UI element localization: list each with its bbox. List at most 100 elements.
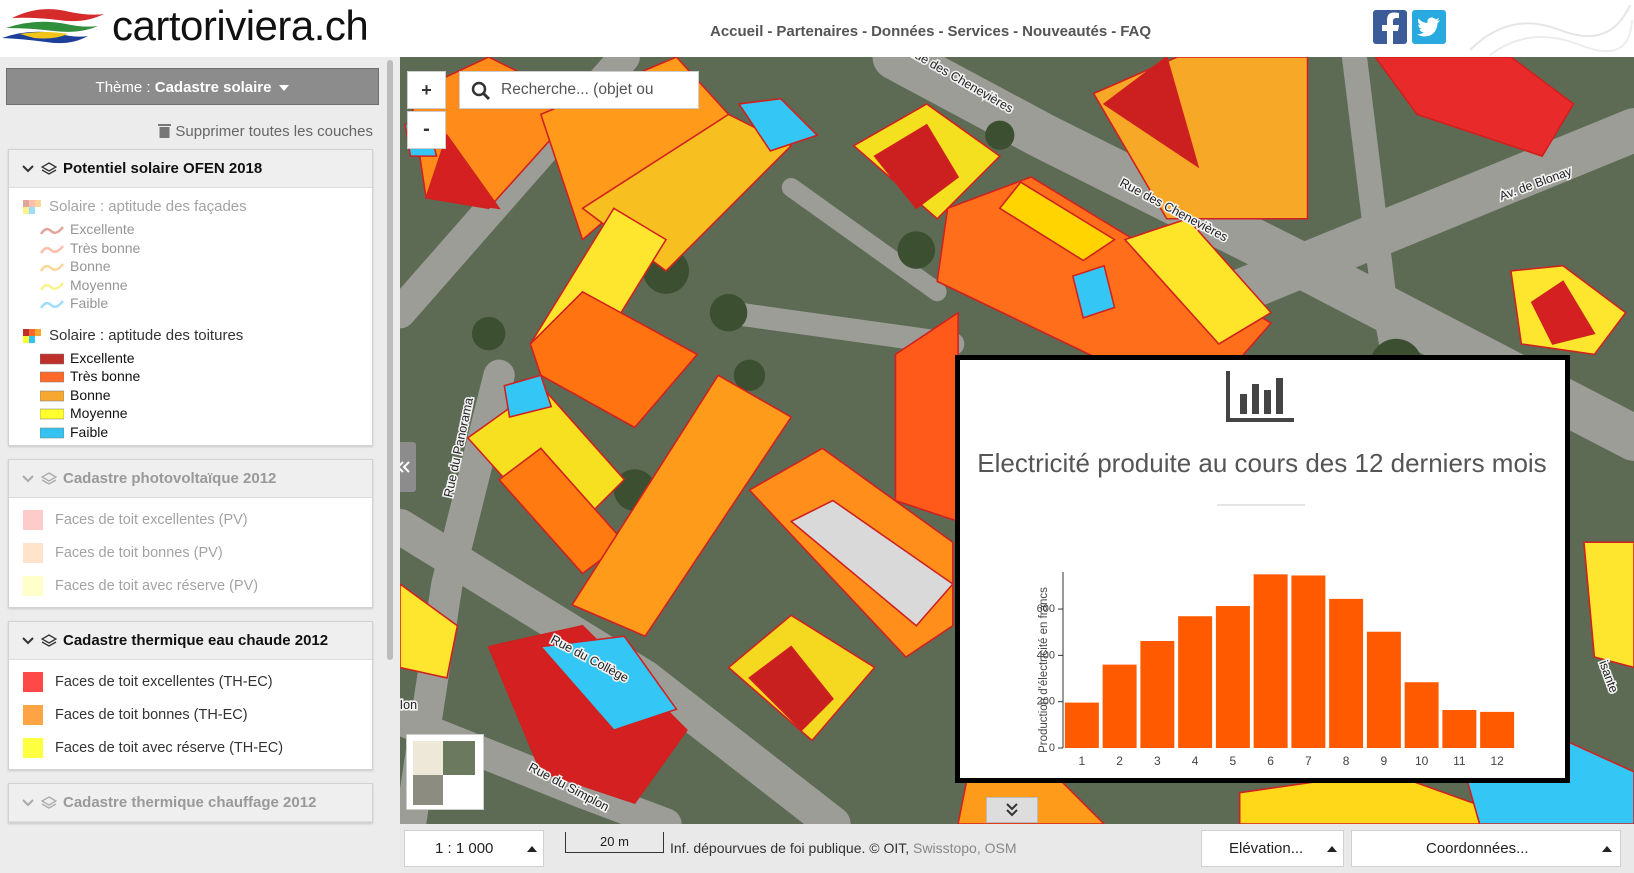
legend-swatch <box>39 390 65 402</box>
layer[interactable]: Faces de toit excellentes (TH-EC) Faces d… <box>9 660 372 769</box>
expand-panel[interactable] <box>986 797 1038 823</box>
group-header[interactable]: Cadastre photovoltaïque 2012 <box>9 460 372 498</box>
layer[interactable]: Solaire : aptitude des toitures Excellent… <box>9 317 372 446</box>
group-header[interactable]: Cadastre thermique eau chaude 2012 <box>9 622 372 660</box>
legend-label: Faces de toit bonnes (PV) <box>55 545 223 561</box>
building-roof <box>1583 541 1634 669</box>
x-tick-label: 10 <box>1415 754 1429 768</box>
building-roof <box>748 645 834 732</box>
scale-select[interactable]: 1 : 1 000 <box>404 830 544 867</box>
legend-line <box>39 263 64 272</box>
layer-name: Solaire : aptitude des façades <box>23 194 372 220</box>
bar <box>1404 682 1439 748</box>
chevron <box>22 799 34 807</box>
building-roof <box>1071 264 1116 319</box>
nav-link[interactable]: Services <box>947 23 1010 40</box>
road <box>717 301 965 356</box>
nav-link[interactable]: Données <box>871 23 935 40</box>
zoom-out[interactable]: - <box>407 111 446 149</box>
minimap-switch[interactable] <box>406 734 484 810</box>
x-tick-label: 8 <box>1343 754 1350 768</box>
dropdown-arrow <box>527 846 537 852</box>
attribution-link[interactable]: OSM <box>984 840 1017 856</box>
group-header[interactable]: Cadastre thermique chauffage 2012 <box>9 784 372 822</box>
logo-text[interactable]: cartoriviera.ch <box>112 2 369 49</box>
layer-groups: Potentiel solaire OFEN 2018 Solaire : apt… <box>8 149 373 836</box>
building-roof <box>1102 57 1200 169</box>
theme-name: Cadastre solaire <box>154 79 272 96</box>
twitter-glyph <box>1417 17 1440 37</box>
y-tick-label: 0 <box>1049 742 1055 754</box>
thumb-ortho <box>443 741 475 775</box>
legend-swatch <box>39 427 65 439</box>
legend-label: Faces de toit avec réserve (PV) <box>55 578 259 594</box>
layers-icon <box>40 472 58 485</box>
building-roof <box>425 133 501 210</box>
legend-item: Faces de toit bonnes (PV) <box>23 537 372 570</box>
legend-label: Bonne <box>70 386 111 403</box>
nav-separator: - <box>862 23 868 40</box>
legend-label: Très bonne <box>70 239 141 256</box>
nav-link[interactable]: Partenaires <box>776 23 859 40</box>
legend-item: Faces de toit avec réserve (TH-EC) <box>23 732 372 765</box>
bar <box>1178 616 1213 748</box>
logo-mark[interactable] <box>0 4 110 50</box>
layers-icon <box>40 162 58 175</box>
legend-label: Excellente <box>70 349 135 366</box>
facebook-icon[interactable] <box>1373 10 1409 46</box>
chart-icon <box>1226 371 1294 422</box>
legend-line <box>39 282 64 291</box>
nav-separator: - <box>767 23 773 40</box>
legend-line <box>39 245 64 254</box>
legend-swatch <box>23 576 43 597</box>
building-roof <box>539 635 678 731</box>
building-roof <box>487 624 688 805</box>
legend-swatch <box>39 353 65 365</box>
layer[interactable]: Solaire : aptitude des façades Excellente… <box>9 188 372 317</box>
dropdown-arrow <box>1602 846 1612 852</box>
x-tick-label: 11 <box>1453 754 1466 768</box>
expand-icon <box>1006 803 1018 817</box>
twitter-icon[interactable] <box>1412 10 1448 46</box>
building-roof <box>873 123 960 210</box>
nav-separator: - <box>1111 23 1117 40</box>
elevation-select[interactable]: Elévation... <box>1201 830 1344 867</box>
layer-icon <box>23 328 41 343</box>
caret <box>279 85 290 92</box>
map[interactable]: Rue des Chenevières Rue des Chenevières Av… <box>400 57 1634 824</box>
legend-symbol <box>39 245 64 254</box>
x-tick-label: 3 <box>1154 754 1161 768</box>
sidebar-scrollbar[interactable] <box>387 60 393 660</box>
remove-all-layers[interactable]: Supprimer toutes les couches <box>158 123 373 140</box>
group-title: Cadastre photovoltaïque 2012 <box>63 470 277 487</box>
collapse-sidebar[interactable] <box>400 442 416 492</box>
coordinates-select[interactable]: Coordonnées... <box>1351 830 1621 867</box>
thumb-plan <box>413 741 443 775</box>
nav-link[interactable]: FAQ <box>1120 23 1152 40</box>
attribution-link[interactable]: Swisstopo <box>913 840 977 856</box>
theme-selector[interactable]: Thème : Cadastre solaire <box>6 68 379 105</box>
building-roof <box>998 181 1116 262</box>
layer-icon-cell <box>29 328 35 336</box>
layers-glyph <box>40 796 58 809</box>
search-box[interactable]: Recherche... (objet ou <box>459 71 699 109</box>
legend-swatch <box>23 510 43 531</box>
legend-label: Faces de toit avec réserve (TH-EC) <box>55 740 284 756</box>
layer-icon-cell <box>35 200 41 208</box>
nav-separator: - <box>1013 23 1019 40</box>
nav-link[interactable]: Nouveautés <box>1022 23 1108 40</box>
x-tick-label: 4 <box>1192 754 1199 768</box>
layers-glyph <box>40 162 58 175</box>
bar <box>1329 598 1364 748</box>
layers-icon <box>40 634 58 647</box>
nav: Accueil - Partenaires - Données - Services - Nou… <box>708 23 1153 40</box>
building-roof <box>570 374 793 638</box>
x-tick-label: 2 <box>1116 754 1123 768</box>
group-header[interactable]: Potentiel solaire OFEN 2018 <box>9 150 372 188</box>
legend-label: Faible <box>70 423 109 440</box>
layer-group: Cadastre thermique eau chaude 2012 Faces … <box>8 621 373 770</box>
layer[interactable]: Faces de toit excellentes (PV) Faces de t… <box>9 498 372 607</box>
zoom-in[interactable]: + <box>407 71 446 109</box>
legend-item: Moyenne <box>23 276 372 295</box>
nav-link[interactable]: Accueil <box>710 23 764 40</box>
